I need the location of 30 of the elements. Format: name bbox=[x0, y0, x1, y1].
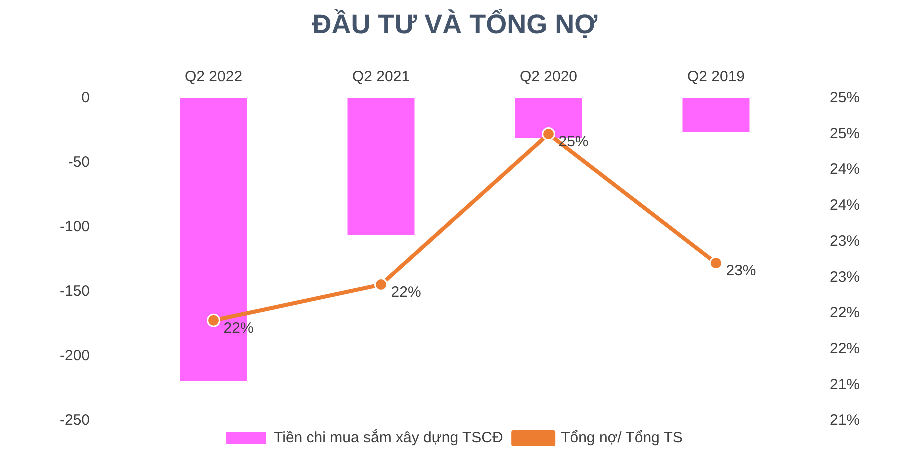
y-tick-label: -250 bbox=[60, 412, 90, 430]
y-tick-label: -50 bbox=[68, 154, 90, 172]
point bbox=[374, 278, 388, 292]
y2-tick-label: 21% bbox=[830, 376, 860, 394]
y2-tick-label: 22% bbox=[830, 340, 860, 358]
y2-tick-label: 25% bbox=[830, 90, 860, 107]
data-label: 25% bbox=[558, 133, 589, 150]
y-tick-label: 0 bbox=[82, 90, 90, 107]
data-label: 22% bbox=[391, 284, 422, 301]
y2-tick-label: 21% bbox=[830, 412, 860, 430]
data-label: 23% bbox=[726, 262, 756, 280]
y2-tick-label: 23% bbox=[830, 268, 860, 286]
y-tick-label: -150 bbox=[60, 283, 90, 300]
x-tick-label: Q2 2022 bbox=[184, 68, 243, 86]
point bbox=[207, 314, 221, 328]
y2-tick-label: 22% bbox=[830, 304, 860, 322]
x-tick-label: Q2 2020 bbox=[520, 68, 578, 86]
chart-title: ĐẦU TƯ VÀ TỔNG NỢ bbox=[312, 8, 598, 40]
legend-label: Tổng nợ/ Tổng TS bbox=[561, 430, 683, 447]
y2-tick-label: 23% bbox=[830, 232, 860, 250]
y-tick-label: -100 bbox=[60, 218, 90, 236]
x-tick-label: Q2 2019 bbox=[687, 68, 746, 86]
y2-tick-label: 24% bbox=[830, 161, 860, 178]
legend-label: Tiền chi mua sắm xây dựng TSCĐ bbox=[274, 428, 504, 447]
x-tick-label: Q2 2021 bbox=[352, 68, 410, 86]
y2-tick-label: 24% bbox=[830, 197, 860, 214]
point bbox=[542, 127, 556, 141]
y2-tick-label: 25% bbox=[830, 125, 860, 142]
point bbox=[709, 256, 723, 270]
y-tick-label: -200 bbox=[60, 348, 90, 365]
